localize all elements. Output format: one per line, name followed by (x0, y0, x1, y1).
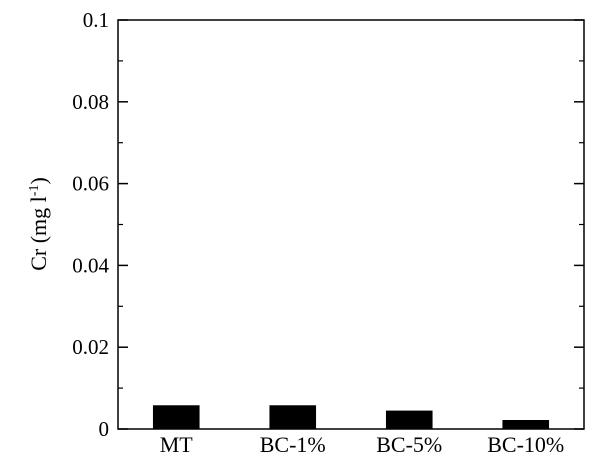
x-axis-category-labels: MT BC-1% BC-5% BC-10% (160, 432, 565, 457)
bar-bc-10- (502, 420, 550, 429)
y-axis-label-close: ) (26, 177, 51, 184)
y-tick-label: 0.08 (72, 90, 109, 114)
bars (152, 405, 550, 429)
x-category-label: BC-10% (487, 432, 564, 457)
y-axis-tick-labels: 0 0.02 0.04 0.06 0.08 0.1 (72, 8, 109, 441)
y-axis-label: Cr (mg l-1) (26, 177, 51, 271)
y-tick-label: 0.06 (72, 172, 109, 196)
y-axis-ticks (118, 19, 584, 430)
y-tick-label: 0.1 (83, 8, 109, 32)
x-category-label: BC-5% (376, 432, 442, 457)
bar-bc-5- (385, 410, 433, 429)
plot-frame (117, 19, 585, 430)
x-category-label: MT (160, 432, 194, 457)
plot-area (117, 19, 585, 430)
y-axis-label-superscript: -1 (27, 185, 42, 197)
bar-bc-1- (269, 405, 317, 429)
y-tick-label: 0.02 (72, 335, 109, 359)
y-axis-label-main: Cr (mg l (26, 196, 51, 271)
bar-mt (152, 405, 200, 429)
y-tick-label: 0 (99, 417, 110, 441)
y-tick-label: 0.04 (72, 253, 109, 277)
x-category-label: BC-1% (260, 432, 326, 457)
